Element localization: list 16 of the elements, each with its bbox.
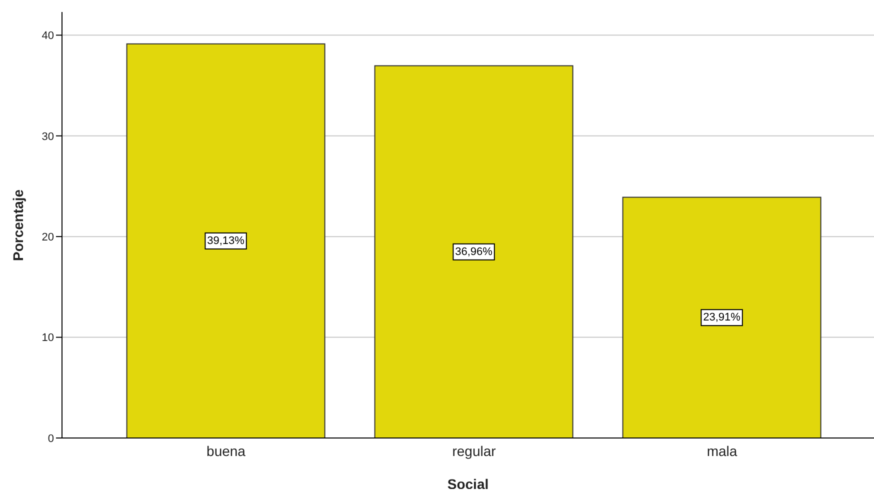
y-tick-label: 0	[48, 432, 54, 445]
data-label: 23,91%	[703, 312, 741, 324]
x-tick-label: regular	[452, 442, 496, 459]
data-label: 39,13%	[207, 234, 245, 247]
y-tick-label: 10	[42, 332, 54, 344]
bar	[126, 43, 326, 438]
x-tick-label: mala	[706, 442, 738, 459]
y-axis-title: Porcentaje	[10, 189, 26, 261]
data-label: 36,96%	[455, 246, 493, 258]
x-tick-label: buena	[206, 442, 246, 459]
x-axis-title: Social	[447, 476, 489, 492]
y-tick-label: 20	[42, 231, 54, 244]
y-tick-label: 30	[42, 130, 54, 143]
bar	[374, 65, 574, 438]
y-tick-label: 40	[42, 30, 54, 42]
bar	[622, 196, 822, 438]
